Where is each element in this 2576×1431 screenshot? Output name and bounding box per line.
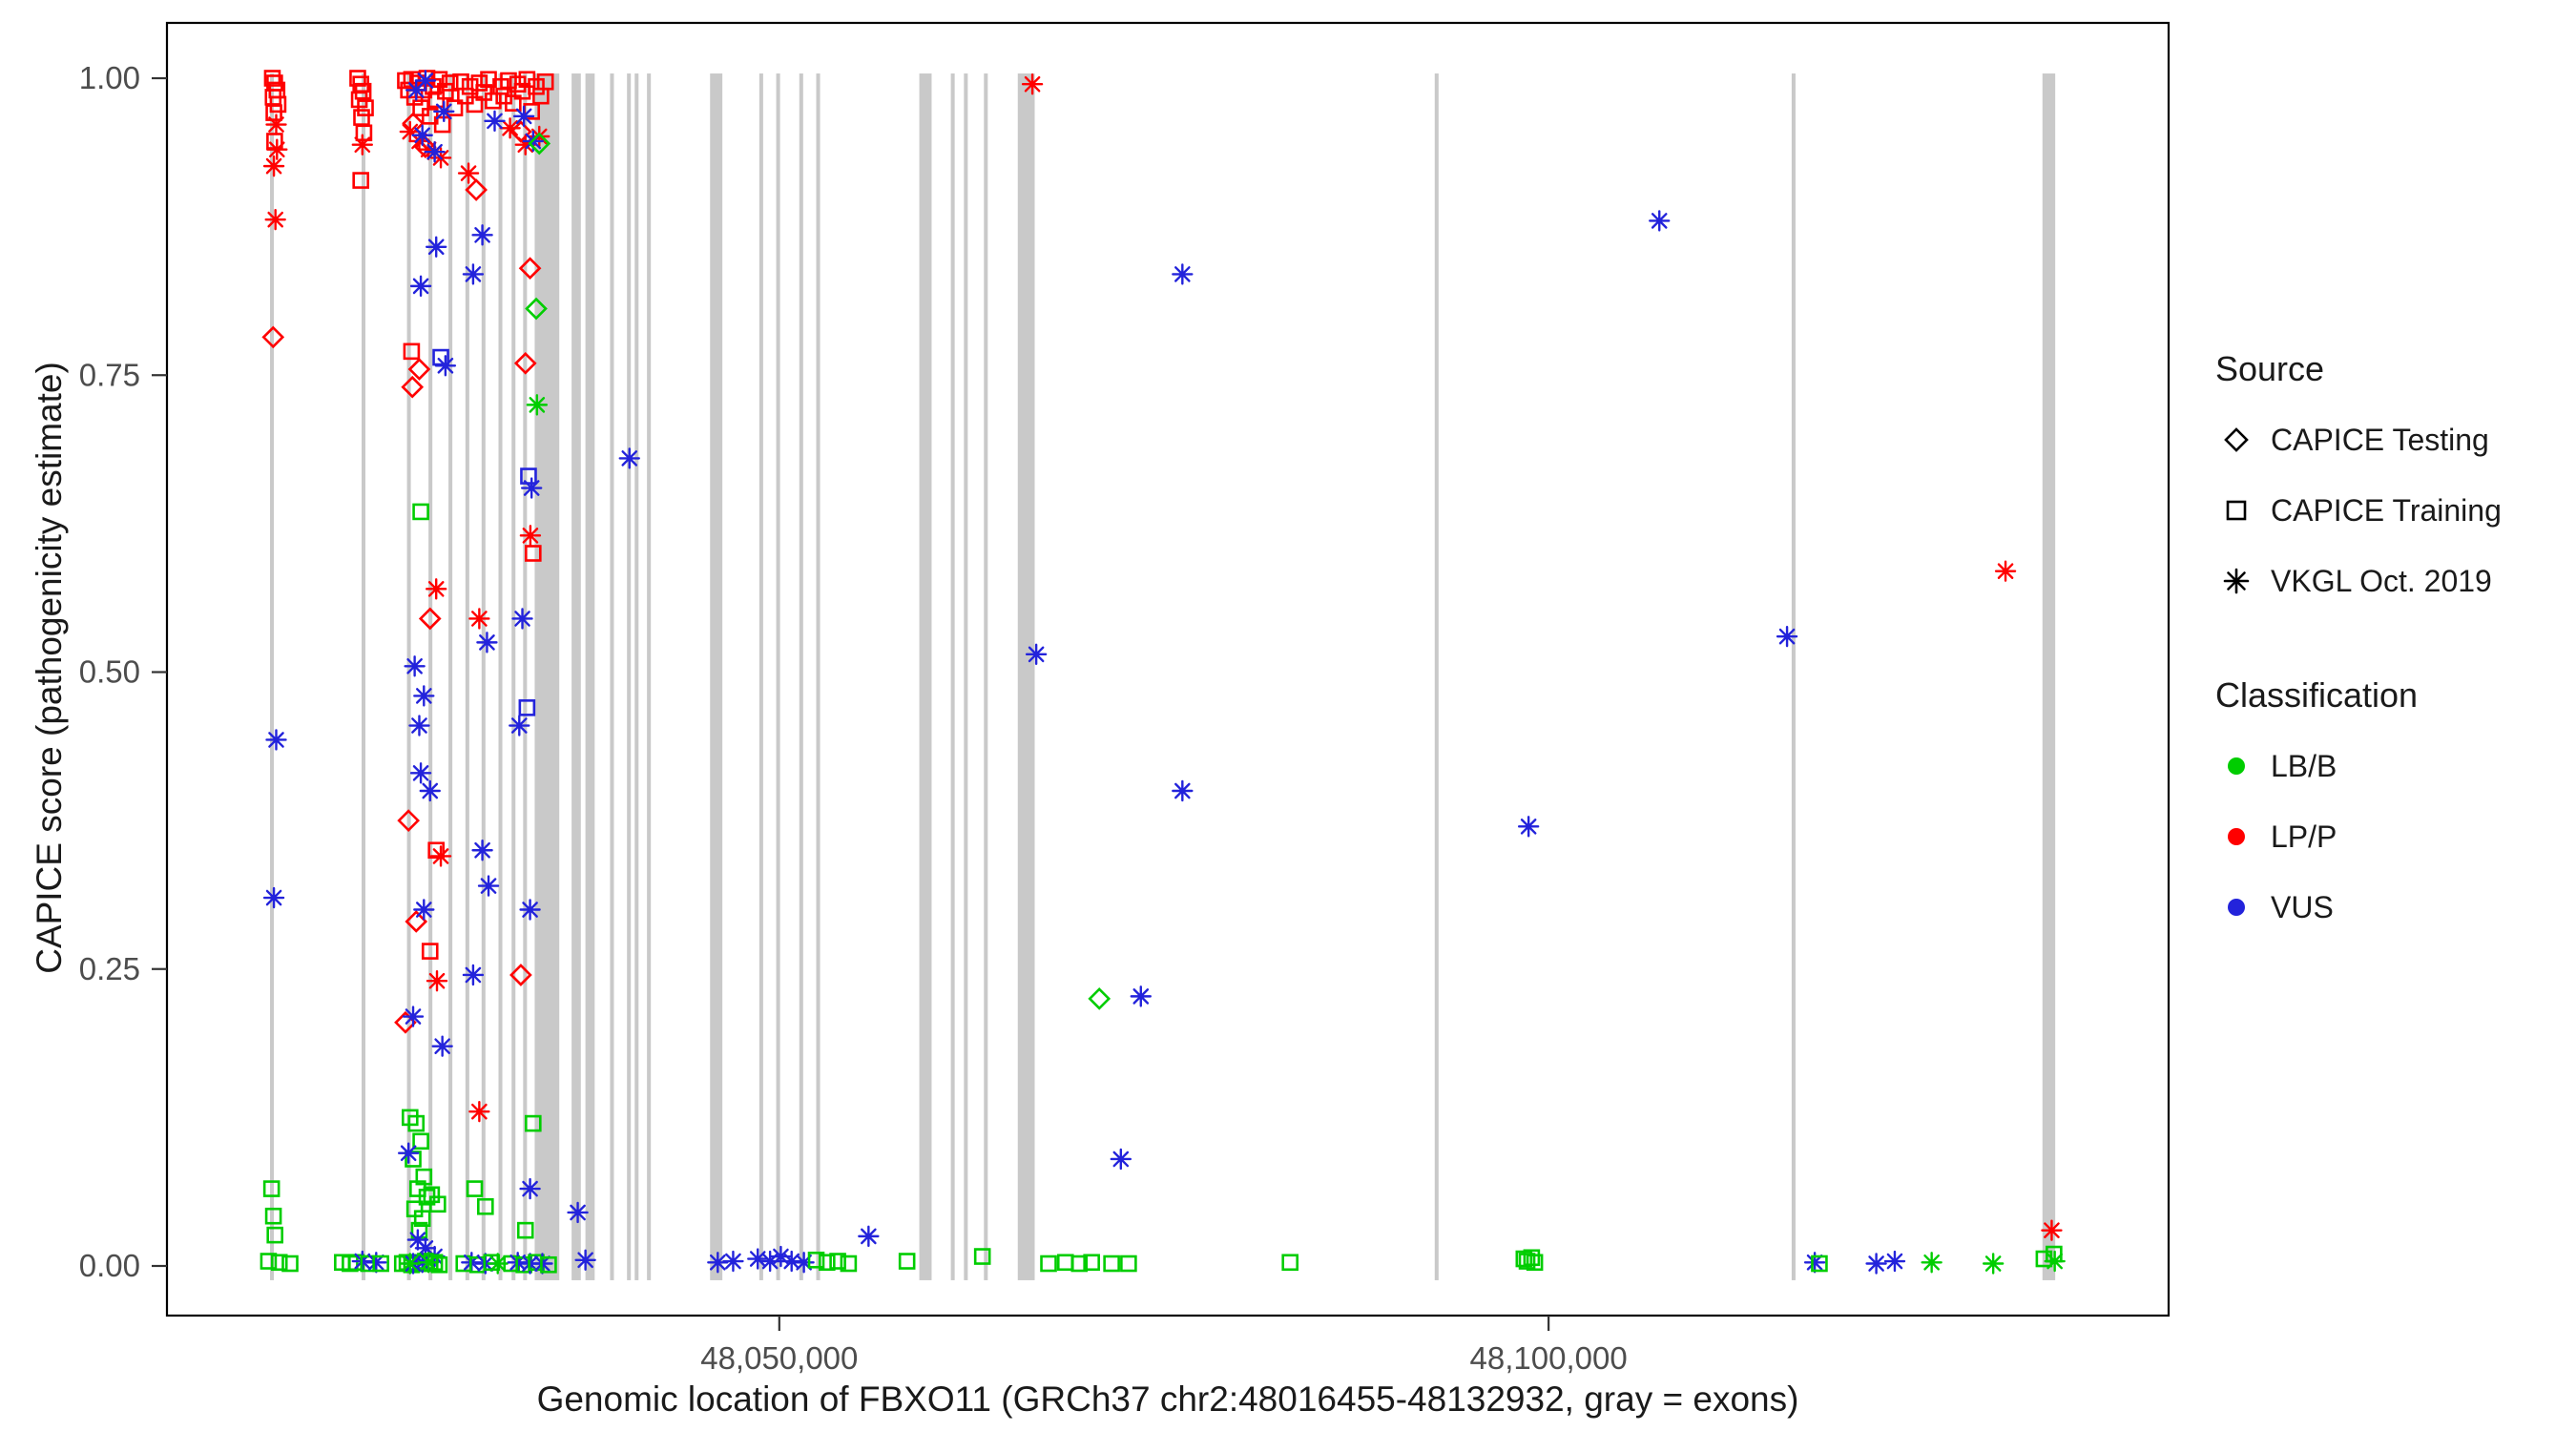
legend-label-lpp: LP/P <box>2271 819 2337 854</box>
svg-text:48,100,000: 48,100,000 <box>1470 1340 1628 1376</box>
asterisk-icon <box>2215 560 2271 602</box>
red-dot-icon <box>2215 816 2271 858</box>
legend-item-lpp: LP/P <box>2215 801 2570 872</box>
legend-item-lbb: LB/B <box>2215 731 2570 801</box>
diamond-icon <box>2215 419 2271 461</box>
legend-item-vus: VUS <box>2215 872 2570 943</box>
legend-classification-title: Classification <box>2215 675 2419 715</box>
y-axis-title: CAPICE score (pathogenicity estimate) <box>30 362 69 974</box>
legend-source-title: Source <box>2215 349 2325 388</box>
legend-label-vus: VUS <box>2271 889 2334 924</box>
legend-item-capice-testing: CAPICE Testing <box>2215 404 2570 475</box>
svg-text:48,050,000: 48,050,000 <box>700 1340 858 1376</box>
legend-label-vkgl: VKGL Oct. 2019 <box>2271 563 2492 598</box>
legend-item-capice-training: CAPICE Training <box>2215 475 2570 546</box>
svg-text:0.25: 0.25 <box>79 951 140 986</box>
green-dot-icon <box>2215 745 2271 787</box>
x-axis-title: Genomic location of FBXO11 (GRCh37 chr2:… <box>536 1379 1799 1419</box>
blue-dot-icon <box>2215 886 2271 928</box>
svg-text:0.75: 0.75 <box>79 357 140 392</box>
legend-label-lbb: LB/B <box>2271 748 2337 783</box>
svg-text:0.00: 0.00 <box>79 1248 140 1283</box>
legend: Source CAPICE Testing CAPICE Training <box>2215 349 2570 943</box>
legend-label-capice-testing: CAPICE Testing <box>2271 422 2489 457</box>
svg-text:1.00: 1.00 <box>79 60 140 95</box>
legend-item-vkgl: VKGL Oct. 2019 <box>2215 546 2570 616</box>
legend-label-capice-training: CAPICE Training <box>2271 492 2502 528</box>
svg-text:0.50: 0.50 <box>79 654 140 690</box>
square-icon <box>2215 489 2271 531</box>
